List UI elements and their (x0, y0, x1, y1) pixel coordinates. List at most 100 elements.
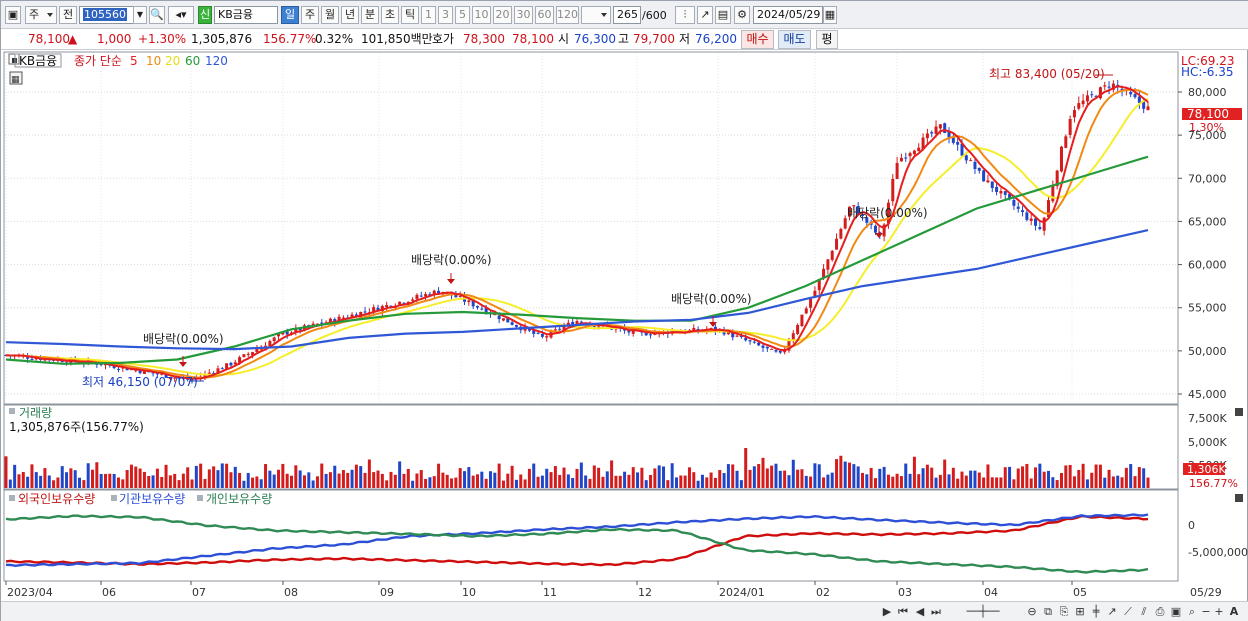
copy-icon[interactable]: ⎘ (1059, 605, 1069, 618)
scroll-back-icon[interactable]: ◀ (915, 605, 925, 618)
buy-button[interactable]: 매수 (741, 30, 774, 49)
stock-legend: KB금융 (19, 54, 57, 68)
volume-bar (886, 474, 890, 488)
volume-bar (34, 472, 38, 488)
candle-body (839, 229, 843, 239)
count-max-label: /600 (642, 9, 667, 22)
period-minute-button[interactable]: 분 (361, 6, 379, 24)
low-label: 저 (679, 32, 691, 46)
period-week-button[interactable]: 주 (301, 6, 319, 24)
candle-body (956, 141, 960, 145)
volume-bar (674, 477, 678, 488)
volume-bar (778, 470, 782, 488)
trend-icon[interactable]: ↗ (1107, 605, 1117, 618)
volume-bar (1129, 464, 1133, 488)
save-image-icon[interactable]: ▣ (1170, 605, 1182, 618)
candle-body (575, 321, 579, 326)
fan-icon[interactable]: ⟋ (1124, 605, 1132, 618)
interval-10-button[interactable]: 10 (472, 6, 491, 24)
candle-body (835, 238, 839, 250)
gear-icon[interactable]: ⚙ (734, 6, 750, 24)
volume-bar (925, 464, 929, 488)
candle-body (1107, 86, 1111, 88)
candle-body (973, 161, 977, 169)
window-menu-icon[interactable]: ▣ (5, 6, 21, 24)
candle-body (251, 352, 255, 356)
candle-body (532, 329, 536, 334)
zoom-slider[interactable]: ──┼── (966, 605, 1000, 618)
text-tool-icon[interactable]: A (1229, 605, 1239, 618)
volume-bar (917, 474, 921, 488)
interval-5-button[interactable]: 5 (455, 6, 470, 24)
candle-body (791, 333, 795, 342)
volume-bar (242, 480, 246, 488)
candle-body (921, 137, 925, 150)
volume-bar (65, 472, 69, 488)
search-icon[interactable]: 🔍 (149, 6, 165, 24)
candle-body (476, 305, 480, 308)
interval-120-button[interactable]: 120 (556, 6, 579, 24)
candle-body (142, 370, 146, 374)
volume-bar (52, 480, 56, 488)
period-day-button[interactable]: 일 (281, 6, 299, 24)
candle-body (238, 357, 242, 364)
interval-30-button[interactable]: 30 (514, 6, 533, 24)
volume-bar (151, 475, 155, 488)
market-dropdown[interactable]: 주 (25, 6, 57, 24)
draw-tool-icon[interactable]: ↗ (697, 6, 713, 24)
count-input[interactable]: 265 (613, 6, 641, 24)
volume-bar (614, 475, 618, 488)
plus-icon[interactable]: + (1214, 605, 1224, 618)
print-icon[interactable]: ⎙ (1155, 605, 1165, 618)
volume-bar (930, 467, 934, 488)
candle-settings-icon[interactable]: ⫶ (675, 6, 695, 24)
candle-body (943, 123, 947, 134)
prev-button[interactable]: 전 (59, 6, 77, 24)
eval-button[interactable]: 평 (816, 30, 838, 49)
period-year-button[interactable]: 년 (341, 6, 359, 24)
holding-close-icon[interactable] (1235, 494, 1243, 502)
indicator-icon[interactable]: ⊞ (1075, 605, 1085, 618)
stock-name-field[interactable]: KB금융 (214, 6, 278, 24)
scroll-right-icon[interactable]: ▶ (882, 605, 892, 618)
volume-bar (1072, 476, 1076, 488)
layout-icon[interactable]: ⧉ (1044, 605, 1052, 618)
change-value: 1,000 (97, 32, 132, 46)
interval-1-button[interactable]: 1 (421, 6, 436, 24)
calculator-icon[interactable] (9, 71, 23, 85)
volume-bar (497, 463, 501, 488)
candle-body (778, 350, 782, 353)
volume-current-pct: 156.77% (1189, 477, 1238, 490)
x-tick-label: 09 (380, 586, 394, 599)
period-tick-button[interactable]: 틱 (401, 6, 419, 24)
audio-icon[interactable]: ◂▾ (168, 6, 194, 24)
volume-bar (969, 470, 973, 488)
interval-20-button[interactable]: 20 (493, 6, 512, 24)
volume-close-icon[interactable] (1235, 408, 1243, 416)
hc-label: HC:-6.35 (1181, 65, 1234, 79)
scroll-last-icon[interactable]: ⏭ (931, 605, 941, 618)
channel-icon[interactable]: ⫽ (1141, 605, 1147, 618)
interval-3-button[interactable]: 3 (438, 6, 453, 24)
zoom-out-icon[interactable]: ⊖ (1027, 605, 1037, 618)
interval-60-button[interactable]: 60 (535, 6, 554, 24)
volume-bar (1094, 464, 1098, 488)
calendar-icon[interactable]: ▦ (823, 6, 837, 24)
zoom-search-icon[interactable]: ⌕ (1188, 605, 1196, 618)
sell-button[interactable]: 매도 (778, 30, 811, 49)
interval-dropdown[interactable] (581, 6, 611, 24)
candle-body (886, 202, 890, 224)
volume-bar (722, 473, 726, 488)
code-dropdown-icon[interactable]: ▼ (133, 6, 147, 24)
volume-bar (1038, 463, 1042, 488)
chart-area[interactable]: ▪ KB금융 종가 단순 5 10 20 60 120 ▦ 최고 83,400 … (1, 51, 1248, 601)
bar-icon[interactable]: ╪ (1092, 605, 1100, 618)
save-icon[interactable]: ▤ (715, 6, 731, 24)
period-month-button[interactable]: 월 (321, 6, 339, 24)
candle-body (1012, 199, 1016, 206)
date-input[interactable]: 2024/05/29 (753, 6, 823, 24)
period-second-button[interactable]: 초 (381, 6, 399, 24)
minus-icon[interactable]: − (1201, 605, 1211, 618)
scroll-first-icon[interactable]: ⏮ (898, 605, 908, 618)
stock-code-input[interactable]: 105560 (79, 6, 147, 24)
